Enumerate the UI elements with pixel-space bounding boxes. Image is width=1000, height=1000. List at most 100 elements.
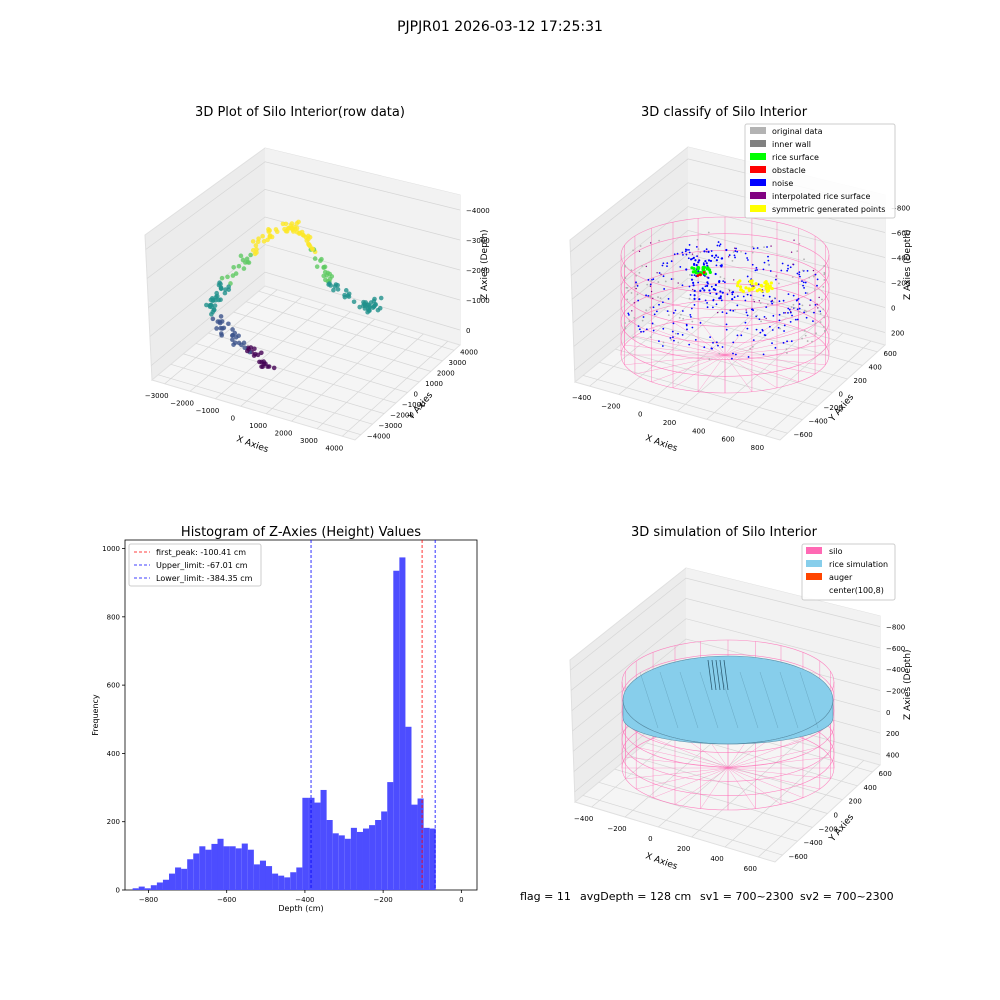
hist-reference-lines xyxy=(310,540,436,890)
original-point xyxy=(792,303,795,306)
noise-point xyxy=(671,330,674,333)
noise-point xyxy=(681,251,684,254)
noise-point xyxy=(755,328,758,331)
noise-point xyxy=(706,302,708,304)
symmetric-point xyxy=(755,289,759,293)
sim-silo-floor-spoke xyxy=(727,767,831,780)
sim-legend-swatch xyxy=(806,573,822,580)
p4-grid-z-line xyxy=(570,577,881,671)
classify-silo-floor-spoke xyxy=(651,354,726,383)
noise-point xyxy=(746,275,749,278)
noise-point xyxy=(652,306,655,309)
original-point xyxy=(624,322,626,324)
raw-data-point xyxy=(226,321,231,327)
noise-point xyxy=(805,316,808,319)
noise-point xyxy=(713,256,716,259)
noise-point xyxy=(803,286,805,289)
symmetric-point xyxy=(770,286,774,291)
noise-point xyxy=(670,278,673,280)
p1-grid-z-line xyxy=(149,244,461,337)
original-point xyxy=(731,259,734,262)
original-point xyxy=(723,277,726,280)
sim-rice-surface xyxy=(622,655,834,745)
sim-silo-floor-spoke xyxy=(727,767,820,790)
sim-legend-swatch xyxy=(806,560,822,567)
original-point xyxy=(639,245,642,247)
noise-point xyxy=(762,294,765,297)
raw-data-point xyxy=(332,284,338,289)
noise-point xyxy=(780,269,783,272)
p1-y-tick-label: 1000 xyxy=(425,380,443,388)
p2-y-tick-label: −200 xyxy=(824,404,843,412)
classify-silo-floor-spoke xyxy=(724,344,826,356)
simulation-3d-panel: 3D simulation of Silo Interior −400 −200 0… xyxy=(569,525,913,873)
noise-point xyxy=(744,321,747,324)
interpolated-point xyxy=(812,269,815,272)
interpolated-point xyxy=(716,311,719,314)
noise-point xyxy=(734,256,736,259)
original-point xyxy=(756,314,758,317)
noise-point xyxy=(693,304,696,306)
interpolated-point xyxy=(638,250,641,253)
noise-point xyxy=(637,299,640,302)
original-point xyxy=(803,309,806,312)
noise-point xyxy=(710,285,713,288)
p2-grid-y-line xyxy=(663,309,863,366)
hist-title: Histogram of Z-Axies (Height) Values xyxy=(181,525,421,540)
noise-point xyxy=(666,310,669,313)
hist-bar xyxy=(399,557,406,890)
original-point xyxy=(760,320,762,323)
auger-mark xyxy=(719,659,725,691)
noise-point xyxy=(688,343,691,346)
noise-point xyxy=(685,324,688,327)
p1-grid-y-line xyxy=(195,343,396,404)
classify-legend-swatch xyxy=(750,127,766,134)
noise-point xyxy=(689,293,692,296)
raw-data-point xyxy=(219,275,225,281)
raw-data-point xyxy=(250,239,256,244)
noise-point xyxy=(751,263,754,266)
noise-point xyxy=(787,264,789,267)
original-point xyxy=(752,298,755,301)
original-point xyxy=(785,348,788,351)
noise-cluster-point xyxy=(714,283,717,287)
symmetric-point xyxy=(759,283,763,288)
hist-bar xyxy=(272,873,279,890)
noise-point xyxy=(778,313,781,316)
p4-z-tick-label: 200 xyxy=(886,730,899,738)
symmetric-point xyxy=(766,282,770,286)
noise-point xyxy=(758,318,761,321)
raw-data-point xyxy=(289,221,295,226)
noise-point xyxy=(802,281,805,284)
sim-legend-label: center(100,8) xyxy=(829,586,884,595)
original-point xyxy=(677,341,680,344)
original-point xyxy=(804,334,807,337)
classify-silo-floor-spoke xyxy=(634,335,726,356)
symmetric-point xyxy=(750,282,754,286)
noise-cluster-point xyxy=(699,289,702,292)
sim-silo-floor-spoke xyxy=(727,738,804,769)
original-point xyxy=(819,312,822,315)
hist-bar xyxy=(138,886,145,890)
hist-bar xyxy=(296,867,303,890)
sim-silo-floor-spoke xyxy=(674,767,729,805)
noise-point xyxy=(744,299,747,302)
raw-data-point xyxy=(209,304,215,310)
original-point xyxy=(624,264,626,267)
p2-y-tick-label: −400 xyxy=(809,418,828,426)
original-point xyxy=(633,317,636,319)
raw-data-point xyxy=(296,219,301,225)
original-point xyxy=(689,273,691,276)
hist-bar xyxy=(278,875,285,890)
hist-bar xyxy=(259,860,266,890)
noise-point xyxy=(670,260,673,263)
original-point xyxy=(678,316,681,319)
p2-x-tick-label: 200 xyxy=(663,419,676,427)
noise-cluster-point xyxy=(715,292,718,295)
noise-point xyxy=(733,254,736,257)
noise-point xyxy=(681,310,684,312)
noise-point xyxy=(676,252,679,255)
raw-data-point xyxy=(214,290,219,296)
noise-point xyxy=(653,313,656,316)
p2-z-tick-label: −800 xyxy=(891,205,910,213)
